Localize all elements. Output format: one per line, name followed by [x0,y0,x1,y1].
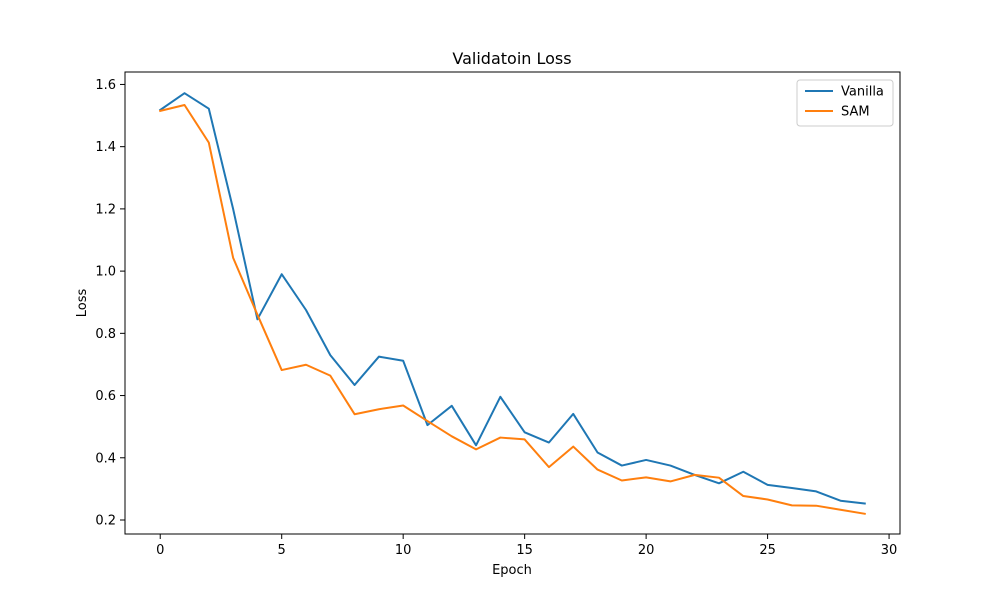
x-tick-label: 0 [156,543,164,558]
y-tick-label: 0.8 [95,327,116,342]
y-tick-label: 1.2 [95,202,116,217]
legend-label-vanilla: Vanilla [841,85,884,100]
axes-frame [124,71,901,535]
y-axis: 0.2 0.4 0.6 0.8 1.0 1.2 1.4 1.6 [95,78,125,529]
x-tick-label: 20 [638,543,655,558]
series-line-vanilla [158,92,866,505]
y-tick-label: 1.4 [95,140,116,155]
x-tick-label: 15 [516,543,533,558]
y-axis-label: Loss [75,289,90,318]
y-tick-label: 0.6 [95,389,116,404]
y-tick-label: 0.4 [95,451,116,466]
y-tick-label: 0.2 [95,514,116,529]
plot-area [158,92,866,515]
x-axis-label: Epoch [492,563,532,578]
chart-title: Validatoin Loss [452,49,571,68]
x-axis: 0 5 10 15 20 25 30 [156,534,897,558]
x-tick-label: 25 [759,543,776,558]
y-tick-label: 1.6 [95,78,116,93]
x-tick-label: 10 [395,543,412,558]
y-tick-label: 1.0 [95,265,116,280]
x-tick-label: 30 [881,543,898,558]
x-tick-label: 5 [278,543,286,558]
legend: Vanilla SAM [796,79,894,127]
legend-label-sam: SAM [841,105,870,120]
series-line-sam [159,103,866,515]
